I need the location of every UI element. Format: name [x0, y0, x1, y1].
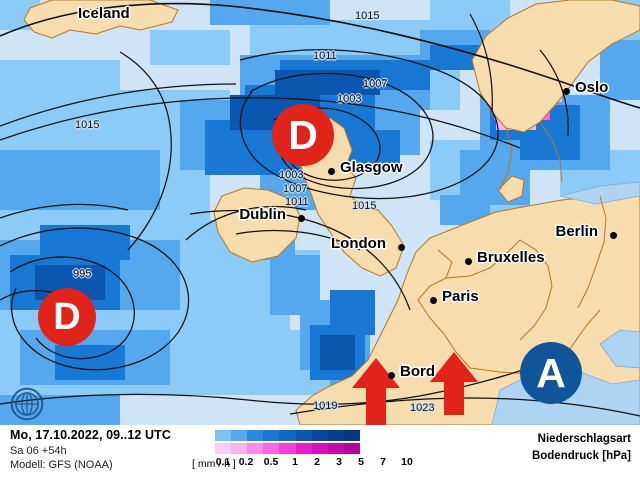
city-label-oslo: Oslo	[575, 79, 609, 96]
scale-tick: 0.1	[215, 456, 231, 468]
scale-tick: 7	[380, 456, 386, 468]
model-run-text: Sa 06 +54h	[10, 444, 67, 457]
scale-tick: 0.5	[263, 456, 279, 468]
scale-tick: 10	[401, 456, 413, 468]
city-dot	[398, 244, 405, 251]
scale-tick: 2	[314, 456, 320, 468]
isobar-label: 1007	[283, 183, 308, 195]
legend-pressure-label: Bodendruck [hPa]	[531, 449, 631, 462]
isobar-label: 1015	[352, 200, 377, 212]
region-label-iceland: Iceland	[78, 5, 130, 22]
footer-legend-bar: Mo, 17.10.2022, 09..12 UTC Sa 06 +54h Mo…	[0, 425, 640, 478]
scale-tick: 0.2	[238, 456, 254, 468]
city-label-glasgow: Glasgow	[340, 159, 403, 176]
legend-right: Niederschlagsart Bodendruck [hPa]	[532, 431, 631, 464]
city-dot	[610, 232, 617, 239]
model-name-text: Modell: GFS (NOAA)	[10, 459, 113, 471]
city-dot	[563, 88, 570, 95]
scale-tick: 5	[358, 456, 364, 468]
city-dot	[430, 297, 437, 304]
isobar-label: 1023	[410, 402, 435, 414]
weather-map[interactable]: D D A Iceland Oslo Glasgow Dublin London…	[0, 0, 640, 425]
legend-precip-type-label: Niederschlagsart	[537, 433, 631, 445]
city-dot	[465, 258, 472, 265]
isobar-label: 1015	[355, 10, 380, 22]
city-label-london: London	[331, 235, 386, 252]
scale-tick-labels: 0.1 0.2 0.5 1 2 3 5 7 10	[215, 456, 413, 470]
city-dot	[328, 168, 335, 175]
isobar-label: 1019	[313, 400, 338, 412]
pressure-system-low-atlantic[interactable]: D	[38, 288, 96, 346]
city-label-dublin: Dublin	[239, 206, 286, 223]
precipitation-color-scale: 0.1 0.2 0.5 1 2 3 5 7 10	[215, 430, 413, 470]
isobar-label: 1015	[75, 119, 100, 131]
isobar-label: 1011	[285, 196, 309, 208]
forecast-metadata: Mo, 17.10.2022, 09..12 UTC Sa 06 +54h Mo…	[10, 428, 171, 471]
snow-color-bar	[215, 443, 360, 454]
isobar-label: 1007	[363, 78, 388, 90]
isobar-label: 995	[73, 268, 92, 280]
isobar-label: 1003	[279, 169, 304, 181]
city-dot	[298, 215, 305, 222]
city-label-bruxelles: Bruxelles	[477, 249, 545, 266]
scale-tick: 1	[292, 456, 298, 468]
scale-unit-label: [ mm / h ]	[192, 458, 236, 470]
rain-color-bar	[215, 430, 360, 441]
pressure-system-high-alps[interactable]: A	[520, 342, 582, 404]
city-dot	[388, 372, 395, 379]
valid-time-text: Mo, 17.10.2022, 09..12 UTC	[10, 428, 172, 442]
isobar-label: 1011	[313, 50, 337, 62]
isobar-lines	[0, 2, 640, 417]
scale-tick: 3	[336, 456, 342, 468]
globe-compass-icon	[10, 387, 44, 421]
pressure-system-low-scotland[interactable]: D	[272, 104, 334, 166]
city-label-bordeaux: Bord	[400, 363, 435, 380]
isobar-label: 1003	[337, 93, 362, 105]
city-label-paris: Paris	[442, 288, 479, 305]
city-label-berlin: Berlin	[555, 223, 598, 240]
